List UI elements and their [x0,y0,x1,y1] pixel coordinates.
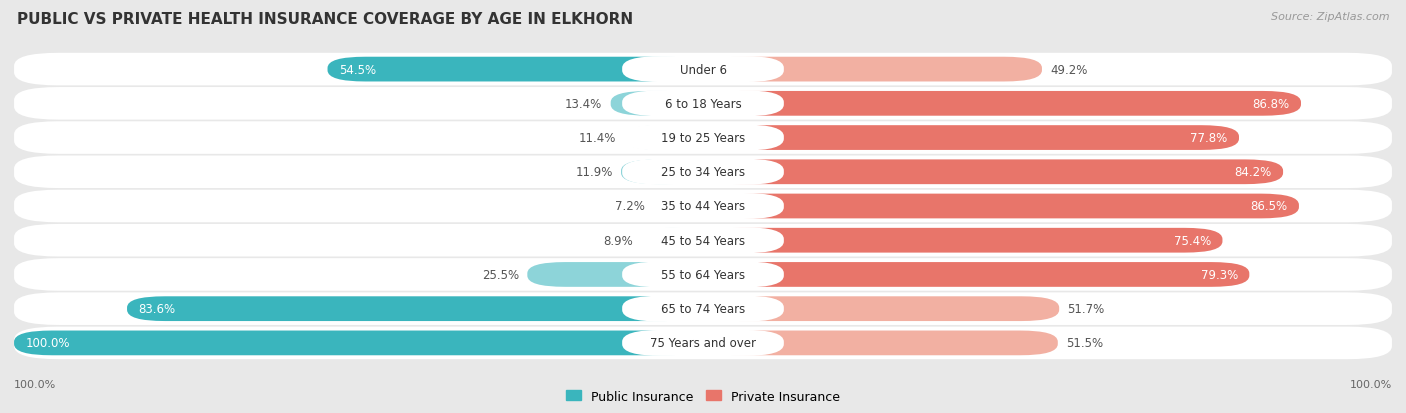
Text: 13.4%: 13.4% [565,97,602,111]
Text: 54.5%: 54.5% [339,64,375,76]
Text: 11.4%: 11.4% [579,132,616,145]
Text: 7.2%: 7.2% [614,200,645,213]
Legend: Public Insurance, Private Insurance: Public Insurance, Private Insurance [567,390,839,403]
Text: 65 to 74 Years: 65 to 74 Years [661,302,745,316]
Text: 79.3%: 79.3% [1201,268,1239,281]
Text: 86.8%: 86.8% [1253,97,1289,111]
Text: 75.4%: 75.4% [1174,234,1211,247]
Text: 25 to 34 Years: 25 to 34 Years [661,166,745,179]
Text: 100.0%: 100.0% [1350,379,1392,389]
Text: 25.5%: 25.5% [482,268,519,281]
Text: 51.7%: 51.7% [1067,302,1105,316]
Text: 86.5%: 86.5% [1250,200,1288,213]
Text: 55 to 64 Years: 55 to 64 Years [661,268,745,281]
Text: 11.9%: 11.9% [575,166,613,179]
Text: Source: ZipAtlas.com: Source: ZipAtlas.com [1271,12,1389,22]
Text: 77.8%: 77.8% [1191,132,1227,145]
Text: 84.2%: 84.2% [1234,166,1272,179]
Text: 6 to 18 Years: 6 to 18 Years [665,97,741,111]
Text: 100.0%: 100.0% [25,337,70,349]
Text: 19 to 25 Years: 19 to 25 Years [661,132,745,145]
Text: 8.9%: 8.9% [603,234,633,247]
Text: 75 Years and over: 75 Years and over [650,337,756,349]
Text: 45 to 54 Years: 45 to 54 Years [661,234,745,247]
Text: 49.2%: 49.2% [1050,64,1088,76]
Text: 51.5%: 51.5% [1066,337,1104,349]
Text: 35 to 44 Years: 35 to 44 Years [661,200,745,213]
Text: PUBLIC VS PRIVATE HEALTH INSURANCE COVERAGE BY AGE IN ELKHORN: PUBLIC VS PRIVATE HEALTH INSURANCE COVER… [17,12,633,27]
Text: 83.6%: 83.6% [138,302,176,316]
Text: Under 6: Under 6 [679,64,727,76]
Text: 100.0%: 100.0% [14,379,56,389]
